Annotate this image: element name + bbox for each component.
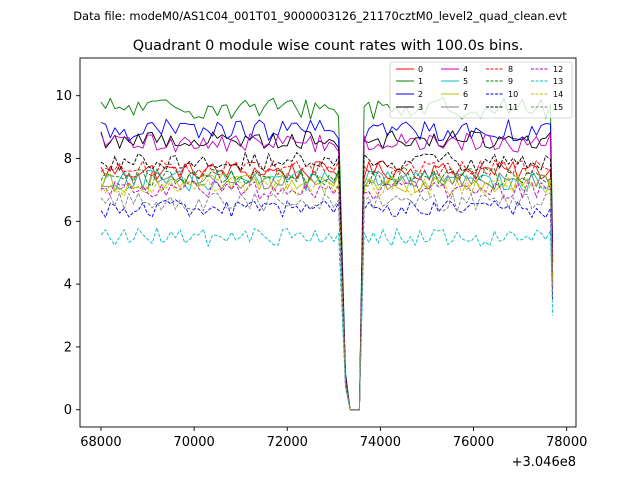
series-line-2: [100, 118, 554, 411]
series-line-0: [100, 161, 554, 411]
legend-label-12: 12: [553, 65, 563, 74]
suptitle: Data file: modeM0/AS1C04_001T01_90000031…: [73, 9, 567, 23]
legend-label-11: 11: [508, 103, 518, 112]
legend-label-1: 1: [418, 77, 423, 86]
legend-label-9: 9: [508, 77, 513, 86]
x-axis: 68000 70000 72000 74000 76000 78000: [80, 427, 587, 450]
legend-frame: [389, 61, 573, 119]
legend-label-8: 8: [508, 65, 513, 74]
legend-label-2: 2: [418, 90, 423, 99]
series-line-3: [100, 130, 554, 411]
y-tick-label: 2: [64, 340, 72, 355]
y-axis: 0 2 4 6 8 10: [55, 89, 80, 418]
x-tick-label: 78000: [546, 435, 587, 450]
series-line-14: [100, 177, 554, 411]
x-tick-label: 70000: [173, 435, 214, 450]
legend-label-10: 10: [508, 90, 518, 99]
legend-label-6: 6: [463, 90, 468, 99]
series-line-10: [100, 199, 554, 411]
series-line-1: [100, 97, 554, 411]
legend-label-15: 15: [553, 103, 563, 112]
series-line-13: [100, 227, 554, 411]
series-layer: [100, 97, 554, 411]
chart-title: Quadrant 0 module wise count rates with …: [133, 38, 524, 54]
y-tick-label: 10: [55, 89, 72, 104]
legend-label-4: 4: [463, 65, 468, 74]
plot-frame: [79, 57, 577, 428]
series-line-15: [100, 192, 554, 411]
y-tick-label: 8: [64, 152, 72, 167]
y-tick-label: 6: [64, 215, 72, 230]
legend-label-5: 5: [463, 77, 468, 86]
legend-label-0: 0: [418, 65, 423, 74]
y-tick-label: 0: [64, 403, 72, 418]
legend-label-14: 14: [553, 90, 563, 99]
y-tick-label: 4: [64, 278, 72, 293]
x-tick-label: 72000: [267, 435, 308, 450]
series-line-7: [100, 170, 554, 411]
series-line-11: [100, 151, 554, 411]
x-offset-label: +3.046e8: [512, 455, 576, 470]
legend-label-13: 13: [553, 77, 563, 86]
x-tick-label: 74000: [360, 435, 401, 450]
x-tick-label: 76000: [453, 435, 494, 450]
x-tick-label: 68000: [80, 435, 121, 450]
series-line-4: [100, 132, 554, 411]
legend-label-7: 7: [463, 103, 468, 112]
series-line-5: [100, 169, 554, 411]
series-line-12: [100, 180, 554, 411]
series-line-9: [100, 167, 554, 411]
legend-label-3: 3: [418, 103, 423, 112]
series-line-6: [100, 173, 554, 411]
series-line-8: [100, 159, 554, 411]
